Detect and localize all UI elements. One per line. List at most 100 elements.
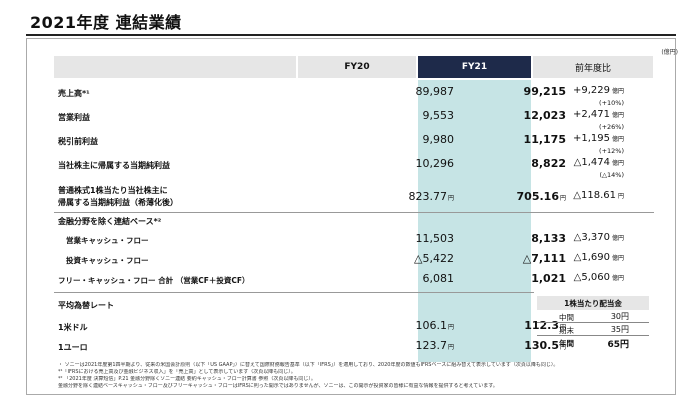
fy20-unit: 円	[447, 195, 454, 202]
dividend-key: 中間	[559, 313, 574, 322]
fy20-value: 6,081	[422, 272, 455, 285]
dividend-value: 30円	[610, 312, 629, 321]
fy21-column-highlight	[418, 80, 531, 362]
yoy-unit: 億円	[611, 160, 624, 167]
yoy-unit: 億円	[611, 255, 624, 262]
fy20-value: 9,553	[422, 109, 455, 122]
row-label: 当社株主に帰属する当期純利益	[58, 161, 170, 170]
fy20-value: 823.77円	[408, 190, 454, 203]
fy21-value: 8,133	[531, 232, 566, 245]
yoy-value: △5,060 億円	[574, 272, 624, 283]
table-row-pretax-income: 税引前利益 9,980 11,175 +1,195 億円 (+12%)	[54, 132, 654, 158]
table-row-net-income: 当社株主に帰属する当期純利益 10,296 8,822 △1,474 億円 (△1…	[54, 156, 654, 182]
fy21-value: 8,822	[531, 157, 566, 170]
yoy-number: +2,471	[572, 109, 610, 120]
table-row-revenue: 売上高*¹ 89,987 99,215 +9,229 億円 (+10%)	[54, 84, 654, 110]
yoy-unit: 億円	[611, 88, 624, 95]
table-row-operating-income: 営業利益 9,553 12,023 +2,471 億円 (+26%)	[54, 108, 654, 134]
header-label-cell	[54, 56, 296, 78]
yoy-number: △1,690	[573, 252, 610, 263]
dividend-row-year-end: 期末 35円	[537, 323, 649, 336]
fy21-number: 130.5	[524, 339, 559, 352]
table-row-free-cf: フリー・キャッシュ・フロー 合計 （営業CF＋投資CF） 6,081 1,021…	[54, 272, 654, 298]
fy20-value: 10,296	[415, 157, 455, 170]
dividend-row-annual: 年間 65円	[537, 336, 649, 350]
yoy-value: △1,474 億円	[574, 157, 624, 168]
yoy-unit: 億円	[611, 112, 624, 119]
row-label: 投資キャッシュ・フロー	[66, 256, 149, 265]
row-label: 営業利益	[58, 113, 90, 122]
header-fy20: FY20	[298, 56, 416, 78]
yoy-number: +9,229	[572, 85, 610, 96]
header-fy21: FY21	[418, 56, 531, 78]
fy21-value: △7,111	[522, 252, 566, 265]
row-label: 売上高*¹	[58, 89, 90, 98]
table-row-operating-cf: 営業キャッシュ・フロー 11,503 8,133 △3,370 億円	[54, 232, 654, 258]
yoy-number: +1,195	[572, 133, 610, 144]
row-label: 1米ドル	[58, 323, 88, 332]
section-divider	[54, 292, 534, 293]
yoy-value: +2,471 億円	[573, 109, 624, 120]
row-label: フリー・キャッシュ・フロー 合計 （営業CF＋投資CF）	[58, 276, 250, 285]
dividend-key: 年間	[559, 339, 574, 348]
yoy-unit: 億円	[611, 275, 624, 282]
section-divider	[54, 212, 654, 213]
yoy-value: △1,690 億円	[574, 252, 624, 263]
yoy-unit: 円	[617, 193, 624, 200]
fy20-value: 11,503	[415, 232, 455, 245]
fy20-number: 106.1	[415, 319, 447, 332]
dividend-key: 期末	[559, 326, 574, 335]
header-yoy: 前年度比	[533, 56, 653, 78]
fy20-number: 123.7	[415, 339, 447, 352]
dividend-value: 35円	[610, 325, 629, 334]
yoy-number: △1,474	[573, 157, 610, 168]
table-row-eur: 1ユーロ 123.7円 130.5円	[54, 338, 654, 364]
dividend-box: 1株当たり配当金 中間 30円 期末 35円 年間 65円	[537, 296, 649, 350]
fy20-number: 823.77	[408, 190, 447, 203]
table-row-investing-cf: 投資キャッシュ・フロー △5,422 △7,111 △1,690 億円	[54, 252, 654, 278]
yoy-percent: (+10%)	[599, 99, 624, 107]
dividend-row-interim: 中間 30円	[537, 310, 649, 323]
row-label: 税引前利益	[58, 137, 98, 146]
title-underline	[26, 34, 676, 36]
yoy-unit: 億円	[611, 235, 624, 242]
fy21-unit: 円	[559, 195, 566, 202]
fy21-value: 12,023	[523, 109, 566, 122]
yoy-value: △3,370 億円	[574, 232, 624, 243]
row-label-line1: 普通株式1株当たり当社株主に	[58, 186, 168, 195]
footnote: *² 「2021年度 決算短信」P.21 金融分野除くソニー連結 要約キャッシュ…	[58, 376, 316, 382]
fx-section-title: 平均為替レート	[58, 301, 114, 310]
yoy-percent: (+26%)	[599, 123, 624, 131]
yoy-value: +9,229 億円	[573, 85, 624, 96]
yoy-value: △118.61 円	[573, 190, 624, 201]
row-label: 営業キャッシュ・フロー	[66, 236, 149, 245]
dividend-title: 1株当たり配当金	[537, 296, 649, 310]
fy20-value: 9,980	[422, 133, 455, 146]
yoy-percent: (△14%)	[599, 171, 624, 179]
row-label-line2: 帰属する当期純利益（希薄化後）	[58, 198, 178, 207]
footnote: ・ ソニーは2021年度第1四半期より、従来の米国会計原則（以下「US GAAP…	[58, 362, 559, 368]
fy20-unit: 円	[447, 344, 454, 351]
footnotes: ・ ソニーは2021年度第1四半期より、従来の米国会計原則（以下「US GAAP…	[58, 362, 658, 390]
yoy-number: △5,060	[573, 272, 610, 283]
fy21-unit: 円	[559, 324, 566, 331]
yoy-percent: (+12%)	[599, 147, 624, 155]
yoy-number: △3,370	[573, 232, 610, 243]
content-frame	[26, 38, 676, 395]
fy21-value: 705.16円	[517, 190, 566, 203]
fy20-unit: 円	[447, 324, 454, 331]
dividend-value: 65円	[607, 340, 629, 350]
table-row-eps: 普通株式1株当たり当社株主に 帰属する当期純利益（希薄化後） 823.77円 7…	[54, 182, 654, 208]
cash-section-title: 金融分野を除く連結ベース*²	[58, 217, 162, 226]
yoy-value: +1,195 億円	[573, 133, 624, 144]
fy20-value: △5,422	[414, 252, 454, 265]
row-label: 1ユーロ	[58, 343, 88, 352]
footnote: *¹「IFRSにおける売上高及び金融ビジネス収入」を「売上高」として表示していま…	[58, 369, 296, 375]
yoy-number: △118.61	[573, 190, 616, 201]
fy20-value: 123.7円	[415, 339, 454, 352]
unit-label: (億円)	[661, 49, 678, 56]
fy21-number: 705.16	[516, 190, 559, 203]
fy21-unit: 円	[559, 344, 566, 351]
fy21-value: 99,215	[523, 85, 566, 98]
fy21-value: 130.5円	[524, 339, 566, 352]
